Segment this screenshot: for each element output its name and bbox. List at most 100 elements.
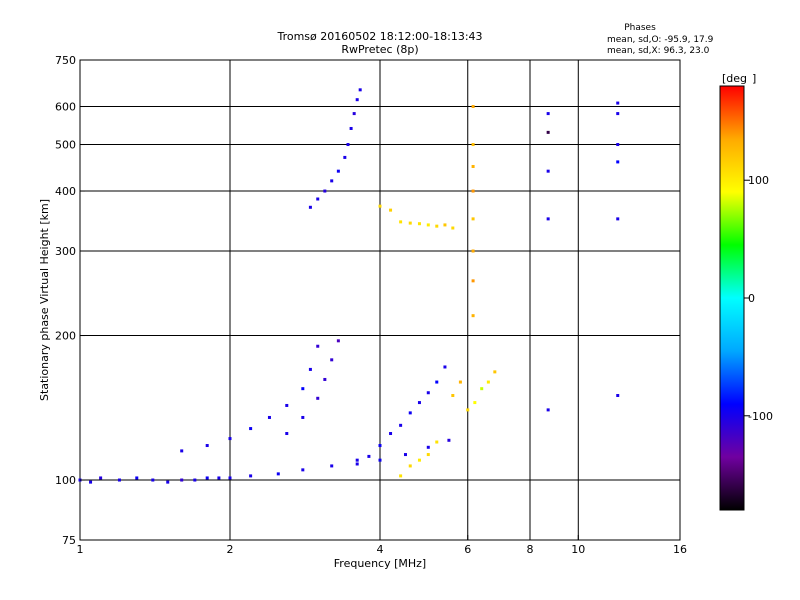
data-point	[151, 478, 155, 482]
data-point	[166, 480, 170, 484]
data-point	[458, 380, 462, 384]
data-point	[435, 224, 439, 228]
data-point	[546, 130, 550, 134]
colorbar-bracket: ]	[752, 72, 756, 85]
data-point	[301, 468, 305, 472]
data-point	[471, 105, 475, 109]
data-point	[316, 197, 320, 201]
chart-subtitle: RwPretec (8p)	[341, 43, 418, 56]
x-tick-label: 10	[571, 543, 585, 556]
x-tick-label: 4	[377, 543, 384, 556]
data-point	[616, 112, 620, 116]
data-point	[447, 438, 451, 442]
data-point	[301, 387, 305, 391]
data-point	[205, 444, 209, 448]
data-point	[471, 189, 475, 193]
colorbar-ticks: 100 0 -100	[744, 174, 773, 423]
y-tick-label: 500	[55, 139, 76, 152]
data-point	[471, 217, 475, 221]
data-point	[205, 476, 209, 480]
data-point	[135, 476, 139, 480]
x-axis: 1 2 4 6 8 10 16	[77, 535, 687, 556]
data-point	[471, 143, 475, 147]
data-point	[267, 415, 271, 419]
data-point	[323, 189, 327, 193]
data-point	[389, 432, 393, 436]
data-point	[352, 112, 356, 116]
data-point	[417, 222, 421, 226]
data-point	[330, 358, 334, 362]
data-point	[180, 449, 184, 453]
grid	[80, 60, 680, 540]
data-point	[308, 367, 312, 371]
y-tick-label: 600	[55, 101, 76, 114]
data-point	[308, 205, 312, 209]
y-axis: 75 100 200 300 400 500 600 750	[55, 54, 85, 547]
data-point	[451, 226, 455, 230]
data-point	[466, 408, 470, 412]
x-tick-label: 2	[227, 543, 234, 556]
data-point	[616, 217, 620, 221]
data-point	[408, 221, 412, 225]
data-point	[616, 143, 620, 147]
data-point	[435, 380, 439, 384]
data-point	[417, 458, 421, 462]
data-point	[408, 464, 412, 468]
stats-line-x: mean, sd,X: 96.3, 23.0	[607, 46, 710, 56]
x-tick-label: 1	[77, 543, 84, 556]
data-point	[408, 411, 412, 415]
data-point	[249, 427, 253, 431]
data-point	[471, 314, 475, 318]
y-tick-label: 750	[55, 54, 76, 67]
data-point	[389, 208, 393, 212]
colorbar-tick-label: -100	[748, 410, 773, 423]
data-point	[378, 458, 382, 462]
data-point	[355, 458, 359, 462]
data-point	[546, 169, 550, 173]
data-point	[616, 160, 620, 164]
y-tick-label: 100	[55, 474, 76, 487]
y-tick-label: 400	[55, 185, 76, 198]
data-point	[616, 394, 620, 398]
colorbar-label: [deg	[722, 72, 747, 85]
data-point	[285, 432, 289, 436]
data-point	[546, 217, 550, 221]
data-point	[486, 380, 490, 384]
data-point	[443, 223, 447, 227]
data-point	[336, 339, 340, 343]
colorbar	[719, 85, 745, 511]
data-point	[399, 423, 403, 427]
data-point	[493, 370, 497, 374]
data-point	[443, 365, 447, 369]
data-point	[301, 415, 305, 419]
data-point	[346, 143, 350, 147]
data-point	[616, 101, 620, 105]
data-point	[426, 445, 430, 449]
colorbar-tick-label: 100	[748, 174, 769, 187]
data-point	[228, 437, 232, 441]
data-point	[316, 396, 320, 400]
data-point	[403, 453, 407, 457]
data-point	[451, 394, 455, 398]
data-point	[358, 88, 362, 92]
data-point	[343, 155, 347, 159]
data-points	[78, 88, 620, 484]
y-tick-label: 200	[55, 330, 76, 343]
x-tick-label: 16	[673, 543, 687, 556]
chart-title: Tromsø 20160502 18:12:00-18:13:43	[276, 30, 482, 43]
data-point	[367, 454, 371, 458]
stats-header: Phases	[624, 23, 656, 33]
data-point	[435, 440, 439, 444]
data-point	[336, 169, 340, 173]
data-point	[276, 472, 280, 476]
data-point	[471, 164, 475, 168]
stats-line-o: mean, sd,O: -95.9, 17.9	[607, 35, 714, 45]
data-point	[399, 474, 403, 478]
data-point	[99, 476, 103, 480]
data-point	[471, 279, 475, 283]
x-axis-label: Frequency [MHz]	[334, 557, 426, 570]
data-point	[426, 391, 430, 395]
data-point	[355, 462, 359, 466]
data-point	[316, 344, 320, 348]
